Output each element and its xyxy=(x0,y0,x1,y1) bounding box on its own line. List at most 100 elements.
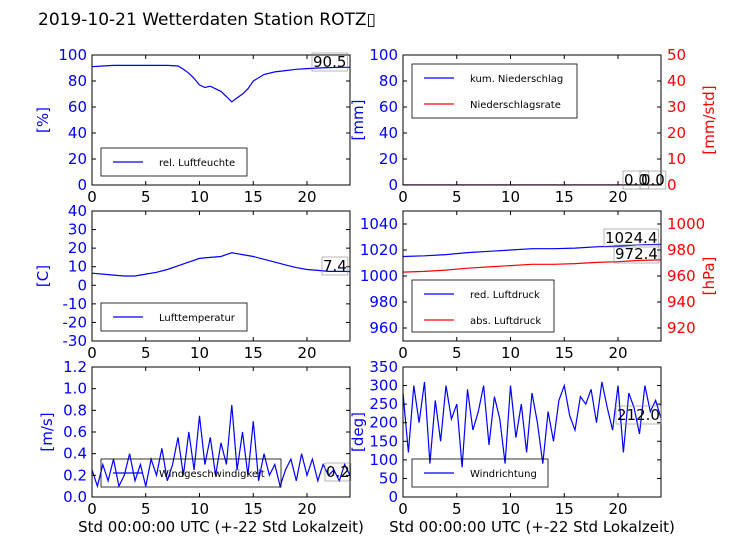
humidity-chart: 0 5 10 15 20 0 20 40 60 80 100 [%] rel. Luftfeuchte 9… xyxy=(34,46,351,206)
latest-value-label: 0.0 xyxy=(641,171,665,189)
y-tick-label: 250 xyxy=(369,395,398,413)
x-tick-label: 0 xyxy=(87,344,97,362)
legend-box xyxy=(100,458,282,488)
x-tick-label: 0 xyxy=(87,500,97,518)
x-tick-label: 10 xyxy=(501,344,520,362)
legend-label: kum. Niederschlag xyxy=(470,74,563,85)
y-tick-label: 300 xyxy=(369,377,398,395)
legend-box xyxy=(411,279,555,333)
y2-axis-label: [hPa] xyxy=(700,257,718,296)
latest-value-box xyxy=(615,405,662,425)
latest-value-box xyxy=(639,170,667,190)
y2-tick-label: 980 xyxy=(667,241,696,259)
y-tick-label: 0 xyxy=(388,488,398,506)
y-tick-label: 60 xyxy=(379,98,398,116)
y-axis-label: [%] xyxy=(34,107,52,133)
x-tick-label: 20 xyxy=(297,344,316,362)
y-tick-label: 0.0 xyxy=(63,488,87,506)
y-axis-label: [m/s] xyxy=(38,412,56,451)
y-tick-label: 0 xyxy=(388,176,398,194)
series-line-5-0 xyxy=(403,381,661,468)
temperature-chart: 0 5 10 15 20-30-20-10010203040[C]Lufttempera… xyxy=(34,202,351,362)
series-line-0-0 xyxy=(92,64,350,103)
y-tick-label: 20 xyxy=(379,150,398,168)
x-tick-label: 15 xyxy=(555,344,574,362)
y2-tick-label: 940 xyxy=(667,293,696,311)
x-tick-label: 5 xyxy=(141,500,151,518)
latest-value-box xyxy=(324,462,352,482)
y-tick-label: 0.4 xyxy=(63,445,87,463)
y-tick-label: -10 xyxy=(63,295,88,313)
y-axis-label: [deg] xyxy=(349,412,367,452)
y-tick-label: -30 xyxy=(63,332,88,350)
y2-axis-label: [mm/std] xyxy=(700,85,718,154)
legend-label: rel. Luftfeuchte xyxy=(159,158,235,169)
legend-label: Windrichtung xyxy=(470,469,537,480)
y-tick-label: 1.2 xyxy=(63,358,87,376)
x-tick-label: 20 xyxy=(608,344,627,362)
y-axis-label: [mm] xyxy=(349,100,367,141)
latest-value-label: 972.4 xyxy=(615,245,658,263)
y-tick-label: 40 xyxy=(68,124,87,142)
x-tick-label: 15 xyxy=(244,344,263,362)
series-line-4-0 xyxy=(92,404,350,489)
y-tick-label: 980 xyxy=(369,293,398,311)
x-tick-label: 20 xyxy=(608,500,627,518)
y-tick-label: -20 xyxy=(63,313,88,331)
series-line-3-1 xyxy=(403,259,661,273)
y-tick-label: 200 xyxy=(369,414,398,432)
legend-box xyxy=(411,458,549,488)
series-line-2-0 xyxy=(92,252,350,277)
legend-label: Lufttemperatur xyxy=(159,313,236,324)
x-tick-label: 10 xyxy=(501,500,520,518)
y2-tick-label: 960 xyxy=(667,267,696,285)
y-tick-label: 100 xyxy=(369,451,398,469)
x-tick-label: 20 xyxy=(608,188,627,206)
x-axis-label: Std 00:00:00 UTC (+-22 Std Lokalzeit) xyxy=(389,518,675,536)
x-tick-label: 0 xyxy=(398,188,408,206)
x-tick-label: 5 xyxy=(452,344,462,362)
latest-value-box xyxy=(622,170,650,190)
y-tick-label: 0.2 xyxy=(63,466,87,484)
x-tick-label: 20 xyxy=(297,188,316,206)
y-tick-label: 1.0 xyxy=(63,380,87,398)
y-tick-label: 0.6 xyxy=(63,423,87,441)
x-tick-label: 15 xyxy=(555,188,574,206)
latest-value-box xyxy=(311,52,348,72)
legend-box xyxy=(411,63,578,119)
plot-frame xyxy=(91,210,351,342)
y-tick-label: 350 xyxy=(369,358,398,376)
y-tick-label: 960 xyxy=(369,319,398,337)
plot-frame xyxy=(402,54,662,186)
latest-value-label: 212.0 xyxy=(617,406,660,424)
latest-value-box xyxy=(321,256,349,276)
legend-box xyxy=(100,147,248,177)
x-tick-label: 10 xyxy=(501,188,520,206)
y-tick-label: 60 xyxy=(68,98,87,116)
series-line-3-0 xyxy=(403,243,661,258)
y2-tick-label: 920 xyxy=(667,319,696,337)
latest-value-label: 0.2 xyxy=(326,463,350,481)
y-tick-label: 80 xyxy=(68,72,87,90)
y2-tick-label: 50 xyxy=(667,46,686,64)
x-tick-label: 5 xyxy=(452,188,462,206)
x-tick-label: 15 xyxy=(244,188,263,206)
y2-tick-label: 10 xyxy=(667,150,686,168)
x-tick-label: 0 xyxy=(398,500,408,518)
wind-speed-chart: 0 5 10 15 20 0.0 0.2 0.4 0.6 0.8 1.0 1.2 [m/s] Std 00… xyxy=(38,358,364,536)
latest-value-box xyxy=(613,244,660,264)
precipitation-chart: 0 5 10 15 20 0 20 40 60 80 100 0 10 20 30 40 50 [mm] [mm/s… xyxy=(349,46,718,206)
latest-value-box xyxy=(603,228,659,248)
x-tick-label: 5 xyxy=(141,344,151,362)
legend-label: Niederschlagsrate xyxy=(470,100,561,111)
legend-box xyxy=(100,302,248,332)
x-tick-label: 10 xyxy=(190,344,209,362)
latest-value-label: 0.0 xyxy=(624,171,648,189)
x-tick-label: 10 xyxy=(190,188,209,206)
y-tick-label: 40 xyxy=(68,202,87,220)
legend-label: Windgeschwindigkeit xyxy=(159,469,265,480)
y-tick-label: 100 xyxy=(58,46,87,64)
y-tick-label: 30 xyxy=(68,221,87,239)
y-tick-label: 0 xyxy=(77,276,87,294)
